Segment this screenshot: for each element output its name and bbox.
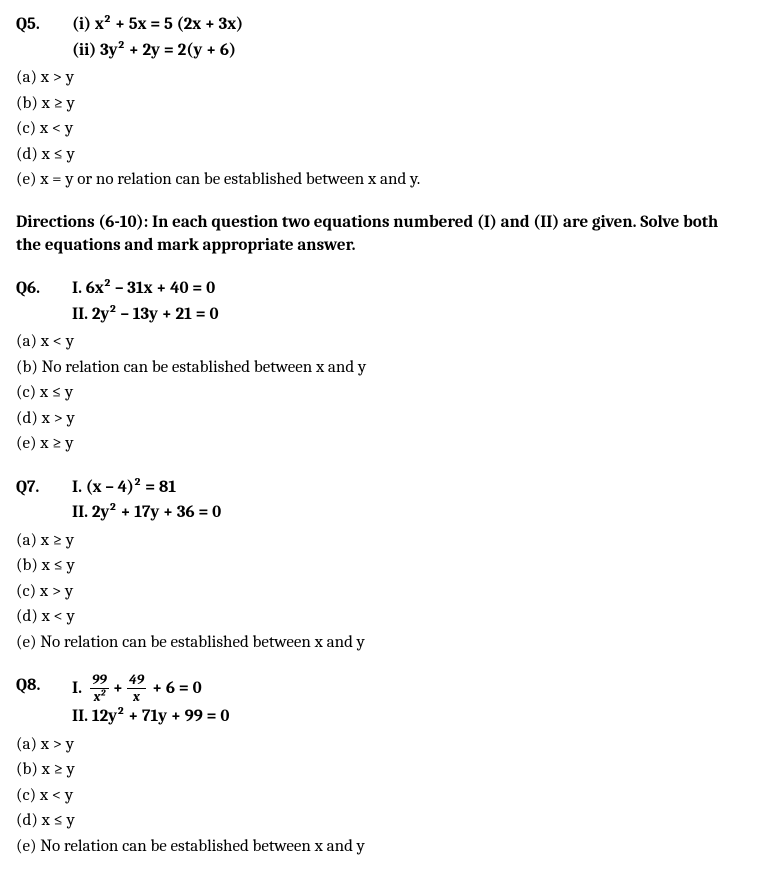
question-6-number: Q6. — [16, 276, 72, 302]
option-c: (c) x ≤ y — [16, 380, 745, 406]
option-c: (c) x < y — [16, 116, 745, 142]
question-7-equations: I. (x – 4)² = 81 II. 2y² + 17y + 36 = 0 — [72, 475, 745, 526]
fraction-1-den: x² — [90, 689, 109, 704]
fraction-1-num: 99 — [90, 673, 109, 689]
fraction-2: 49 x — [127, 673, 146, 704]
option-b: (b) x ≥ y — [16, 757, 745, 783]
option-c: (c) x > y — [16, 579, 745, 605]
option-e: (e) x = y or no relation can be establis… — [16, 167, 745, 193]
question-8-eq2: II. 12y² + 71y + 99 = 0 — [72, 704, 745, 730]
option-d: (d) x ≤ y — [16, 808, 745, 834]
fraction-2-den: x — [127, 689, 146, 704]
question-5-header: Q5. (i) x² + 5x = 5 (2x + 3x) (ii) 3y² +… — [16, 12, 745, 63]
option-e: (e) x ≥ y — [16, 431, 745, 457]
option-d: (d) x ≤ y — [16, 142, 745, 168]
question-8-options: (a) x > y (b) x ≥ y (c) x < y (d) x ≤ y … — [16, 732, 745, 860]
question-7-number: Q7. — [16, 475, 72, 501]
question-8-eq1: I. 99 x² + 49 x + 6 = 0 — [72, 673, 745, 704]
question-6-header: Q6. I. 6x² – 31x + 40 = 0 II. 2y² – 13y … — [16, 276, 745, 327]
option-a: (a) x < y — [16, 329, 745, 355]
option-a: (a) x > y — [16, 732, 745, 758]
question-6-equations: I. 6x² – 31x + 40 = 0 II. 2y² – 13y + 21… — [72, 276, 745, 327]
option-a: (a) x > y — [16, 65, 745, 91]
question-8-header: Q8. I. 99 x² + 49 x + 6 = 0 II. 12y² + 7… — [16, 673, 745, 730]
question-7-header: Q7. I. (x – 4)² = 81 II. 2y² + 17y + 36 … — [16, 475, 745, 526]
option-e: (e) No relation can be established betwe… — [16, 834, 745, 860]
question-5-equations: (i) x² + 5x = 5 (2x + 3x) (ii) 3y² + 2y … — [72, 12, 745, 63]
question-7-eq2: II. 2y² + 17y + 36 = 0 — [72, 500, 745, 526]
option-d: (d) x > y — [16, 406, 745, 432]
option-c: (c) x < y — [16, 783, 745, 809]
question-5-options: (a) x > y (b) x ≥ y (c) x < y (d) x ≤ y … — [16, 65, 745, 193]
directions-6-10: Directions (6-10): In each question two … — [16, 211, 745, 259]
question-5: Q5. (i) x² + 5x = 5 (2x + 3x) (ii) 3y² +… — [16, 12, 745, 193]
question-5-eq2: (ii) 3y² + 2y = 2(y + 6) — [72, 38, 745, 64]
fraction-1: 99 x² — [90, 673, 109, 704]
question-8-number: Q8. — [16, 673, 72, 699]
eq1-suffix: + 6 = 0 — [152, 676, 202, 702]
question-6-eq2: II. 2y² – 13y + 21 = 0 — [72, 302, 745, 328]
question-6-eq1: I. 6x² – 31x + 40 = 0 — [72, 276, 745, 302]
option-b: (b) x ≥ y — [16, 91, 745, 117]
question-5-number: Q5. — [16, 12, 72, 38]
option-b: (b) x ≤ y — [16, 553, 745, 579]
option-b: (b) No relation can be established betwe… — [16, 355, 745, 381]
question-8-equations: I. 99 x² + 49 x + 6 = 0 II. 12y² + 71y +… — [72, 673, 745, 730]
question-7: Q7. I. (x – 4)² = 81 II. 2y² + 17y + 36 … — [16, 475, 745, 656]
option-a: (a) x ≥ y — [16, 528, 745, 554]
question-5-eq1: (i) x² + 5x = 5 (2x + 3x) — [72, 12, 745, 38]
eq1-prefix: I. — [72, 676, 82, 702]
plus-1: + — [113, 676, 123, 702]
question-6-options: (a) x < y (b) No relation can be establi… — [16, 329, 745, 457]
option-d: (d) x < y — [16, 604, 745, 630]
fraction-2-num: 49 — [127, 673, 146, 689]
question-7-eq1: I. (x – 4)² = 81 — [72, 475, 745, 501]
option-e: (e) No relation can be established betwe… — [16, 630, 745, 656]
question-7-options: (a) x ≥ y (b) x ≤ y (c) x > y (d) x < y … — [16, 528, 745, 656]
question-8: Q8. I. 99 x² + 49 x + 6 = 0 II. 12y² + 7… — [16, 673, 745, 859]
question-6: Q6. I. 6x² – 31x + 40 = 0 II. 2y² – 13y … — [16, 276, 745, 457]
